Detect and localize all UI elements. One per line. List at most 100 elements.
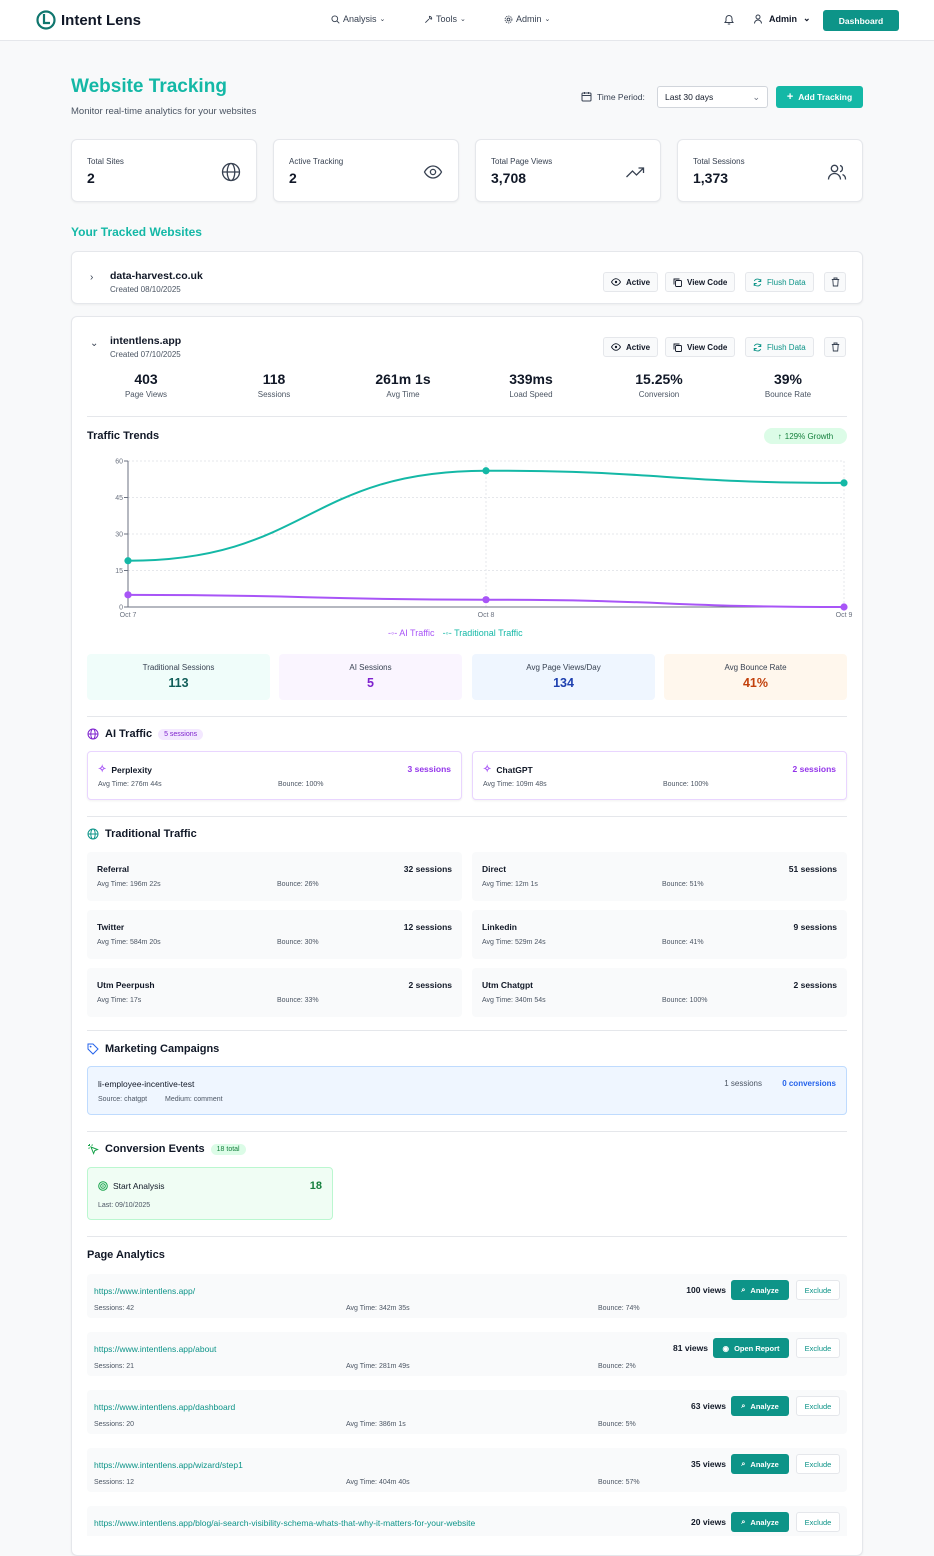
- marketing-campaigns-title: Marketing Campaigns: [87, 1043, 219, 1055]
- search-icon: [331, 14, 340, 24]
- conversion-event-card: Start Analysis 18 Last: 09/10/2025: [87, 1167, 333, 1220]
- page-row: https://www.intentlens.app/ 100 views ⌕ A…: [87, 1274, 847, 1318]
- globe-icon: [87, 828, 99, 840]
- flush-data-button[interactable]: Flush Data: [745, 337, 814, 357]
- user-menu[interactable]: Admin ⌄: [753, 13, 811, 24]
- exclude-button[interactable]: Exclude: [796, 1396, 840, 1416]
- exclude-button[interactable]: Exclude: [796, 1280, 840, 1300]
- divider: [87, 716, 847, 717]
- nav-admin-menu[interactable]: Admin ⌄: [504, 14, 550, 24]
- eye-icon: [611, 278, 621, 286]
- page-title: Website Tracking: [71, 76, 227, 97]
- open-report-button[interactable]: ◉ Open Report: [713, 1338, 789, 1358]
- data-point: [124, 591, 132, 599]
- delete-site-button[interactable]: [824, 272, 846, 292]
- campaign-name: li-employee-incentive-test: [98, 1079, 195, 1089]
- conversion-event-name: Start Analysis: [113, 1181, 165, 1191]
- arrow-up-icon: ↑: [777, 431, 782, 441]
- series-line-traditional-traffic: [127, 469, 845, 562]
- analyze-button[interactable]: ⌕ Analyze: [731, 1454, 789, 1474]
- search-icon: ⌕: [741, 1285, 746, 1294]
- delete-site-button[interactable]: [824, 337, 846, 357]
- summary-avg-bounce-rate: Avg Bounce Rate 41%: [664, 654, 847, 700]
- data-point: [482, 467, 490, 475]
- stat-card-total-sites: Total Sites 2: [71, 139, 257, 202]
- x-tick-label: Oct 9: [836, 612, 853, 619]
- ai-source-perplexity: ✧ Perplexity 3 sessions Avg Time: 276m 44…: [87, 751, 462, 800]
- nav-tools-menu[interactable]: Tools ⌄: [424, 14, 466, 24]
- view-code-button[interactable]: View Code: [665, 272, 736, 292]
- legend-traditional-traffic: -◦- Traditional Traffic: [442, 628, 523, 638]
- dashboard-button[interactable]: Dashboard: [823, 10, 899, 31]
- refresh-icon: [753, 343, 762, 351]
- page-url[interactable]: https://www.intentlens.app/: [94, 1286, 196, 1296]
- analyze-button[interactable]: ⌕ Analyze: [731, 1280, 789, 1300]
- page-url[interactable]: https://www.intentlens.app/about: [94, 1344, 217, 1354]
- brand-logo[interactable]: Intent Lens: [36, 10, 141, 30]
- active-toggle-button[interactable]: Active: [603, 272, 659, 292]
- conversion-event-last: Last: 09/10/2025: [98, 1202, 151, 1209]
- chevron-down-icon[interactable]: ⌄: [90, 338, 99, 349]
- page-url[interactable]: https://www.intentlens.app/dashboard: [94, 1402, 236, 1412]
- nav-analysis-menu[interactable]: Analysis ⌄: [331, 14, 385, 24]
- gear-icon: [504, 15, 513, 23]
- time-period-select[interactable]: Last 30 days ⌄: [657, 86, 768, 108]
- traffic-source-linkedin: Linkedin 9 sessions Avg Time: 529m 24s Boun…: [472, 910, 847, 959]
- page-views: 63 views: [691, 1401, 726, 1411]
- user-name: Admin: [769, 13, 797, 24]
- analyze-button[interactable]: ⌕ Analyze: [731, 1396, 789, 1416]
- campaign-row: li-employee-incentive-test Source: chatg…: [87, 1066, 847, 1115]
- user-icon: [754, 14, 762, 24]
- exclude-button[interactable]: Exclude: [796, 1338, 840, 1358]
- page-row: https://www.intentlens.app/dashboard 63 …: [87, 1390, 847, 1434]
- traditional-traffic-title: Traditional Traffic: [87, 828, 197, 840]
- chevron-down-icon: ⌄: [544, 16, 551, 23]
- page-row: https://www.intentlens.app/blog/ai-searc…: [87, 1506, 847, 1536]
- ai-sessions-badge: 5 sessions: [158, 728, 204, 740]
- page-row: https://www.intentlens.app/wizard/step1 …: [87, 1448, 847, 1492]
- brand-name: Intent Lens: [61, 11, 142, 29]
- active-toggle-button[interactable]: Active: [603, 337, 659, 357]
- stat-card-total-sessions: Total Sessions 1,373: [677, 139, 863, 202]
- exclude-button[interactable]: Exclude: [796, 1512, 840, 1532]
- stat-card-total-page-views: Total Page Views 3,708: [475, 139, 661, 202]
- conversion-event-count: 18: [309, 1180, 322, 1192]
- traffic-source-utm-chatgpt: Utm Chatgpt 2 sessions Avg Time: 340m 54s B…: [472, 968, 847, 1017]
- trash-icon: [831, 277, 839, 287]
- page-analytics-title: Page Analytics: [87, 1249, 165, 1261]
- search-icon: ⌕: [741, 1459, 746, 1468]
- summary-traditional-sessions: Traditional Sessions 113: [87, 654, 270, 700]
- traffic-source-twitter: Twitter 12 sessions Avg Time: 584m 20s Boun…: [87, 910, 462, 959]
- add-tracking-button[interactable]: + Add Tracking: [776, 86, 863, 108]
- data-point: [124, 557, 132, 565]
- site-info: intentlens.app Created 07/10/2025: [110, 335, 181, 359]
- metric-conversion: 15.25% Conversion: [635, 371, 683, 399]
- summary-avg-page-views: Avg Page Views/Day 134: [472, 654, 655, 700]
- flush-data-button[interactable]: Flush Data: [745, 272, 814, 292]
- notifications-button[interactable]: [723, 13, 735, 31]
- users-icon: [827, 164, 847, 180]
- sparkle-icon: ✧: [98, 764, 107, 775]
- metric-load-speed: 339ms Load Speed: [509, 371, 553, 399]
- view-code-button[interactable]: View Code: [665, 337, 736, 357]
- chevron-right-icon[interactable]: ›: [90, 272, 94, 283]
- campaign-medium: Medium: comment: [165, 1096, 223, 1103]
- eye-icon: [423, 165, 443, 179]
- legend-ai-traffic: -◦- AI Traffic: [388, 628, 435, 638]
- site-name: data-harvest.co.uk: [110, 270, 203, 282]
- x-tick-label: Oct 8: [478, 612, 495, 619]
- page-url[interactable]: https://www.intentlens.app/blog/ai-searc…: [94, 1518, 476, 1528]
- nav-analysis-label: Analysis: [343, 14, 377, 24]
- page-views: 20 views: [691, 1517, 726, 1527]
- page-url[interactable]: https://www.intentlens.app/wizard/step1: [94, 1460, 243, 1470]
- exclude-button[interactable]: Exclude: [796, 1454, 840, 1474]
- analyze-button[interactable]: ⌕ Analyze: [731, 1512, 789, 1532]
- chevron-down-icon: ⌄: [460, 16, 466, 23]
- campaign-conversions: 0 conversions: [782, 1079, 836, 1088]
- sparkle-icon: ✧: [483, 764, 492, 775]
- site-info: data-harvest.co.uk Created 08/10/2025: [110, 270, 203, 294]
- divider: [87, 1131, 847, 1132]
- traffic-source-direct: Direct 51 sessions Avg Time: 12m 1s Bounce:…: [472, 852, 847, 901]
- metric-page-views: 403 Page Views: [124, 371, 168, 399]
- stat-card-active-tracking: Active Tracking 2: [273, 139, 459, 202]
